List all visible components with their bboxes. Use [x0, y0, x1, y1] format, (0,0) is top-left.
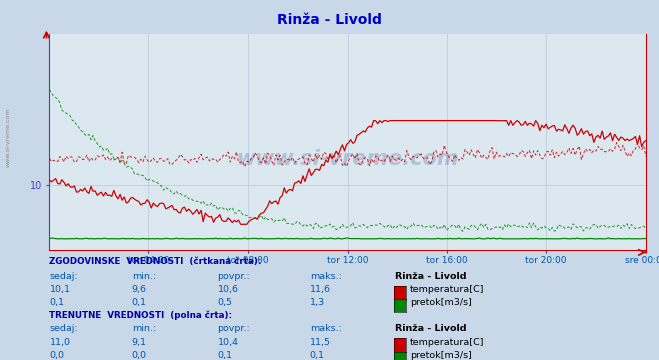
Text: 0,1: 0,1 — [217, 351, 233, 360]
Text: 0,5: 0,5 — [217, 298, 233, 307]
Text: 0,1: 0,1 — [310, 351, 325, 360]
Text: maks.:: maks.: — [310, 324, 341, 333]
Text: 10,6: 10,6 — [217, 285, 239, 294]
Text: 11,0: 11,0 — [49, 338, 71, 347]
Text: maks.:: maks.: — [310, 272, 341, 281]
Text: min.:: min.: — [132, 324, 156, 333]
Text: min.:: min.: — [132, 272, 156, 281]
Text: temperatura[C]: temperatura[C] — [410, 285, 484, 294]
Text: 0,0: 0,0 — [132, 351, 147, 360]
Text: Rinža - Livold: Rinža - Livold — [395, 272, 467, 281]
Text: 11,6: 11,6 — [310, 285, 331, 294]
Text: pretok[m3/s]: pretok[m3/s] — [410, 298, 472, 307]
Text: 0,1: 0,1 — [49, 298, 65, 307]
Text: 9,6: 9,6 — [132, 285, 147, 294]
Text: pretok[m3/s]: pretok[m3/s] — [410, 351, 472, 360]
Text: 10,4: 10,4 — [217, 338, 239, 347]
Text: 0,0: 0,0 — [49, 351, 65, 360]
Text: povpr.:: povpr.: — [217, 272, 250, 281]
Text: TRENUTNE  VREDNOSTI  (polna črta):: TRENUTNE VREDNOSTI (polna črta): — [49, 310, 233, 320]
Text: 11,5: 11,5 — [310, 338, 331, 347]
Text: www.si-vreme.com: www.si-vreme.com — [5, 107, 11, 167]
Text: temperatura[C]: temperatura[C] — [410, 338, 484, 347]
Text: www.si-vreme.com: www.si-vreme.com — [237, 149, 459, 170]
Text: 1,3: 1,3 — [310, 298, 325, 307]
Text: Rinža - Livold: Rinža - Livold — [395, 324, 467, 333]
Text: sedaj:: sedaj: — [49, 272, 78, 281]
Text: 0,1: 0,1 — [132, 298, 147, 307]
Text: sedaj:: sedaj: — [49, 324, 78, 333]
Text: 10,1: 10,1 — [49, 285, 71, 294]
Text: 9,1: 9,1 — [132, 338, 147, 347]
Text: Rinža - Livold: Rinža - Livold — [277, 13, 382, 27]
Text: povpr.:: povpr.: — [217, 324, 250, 333]
Text: ZGODOVINSKE  VREDNOSTI  (črtkana črta):: ZGODOVINSKE VREDNOSTI (črtkana črta): — [49, 257, 262, 266]
